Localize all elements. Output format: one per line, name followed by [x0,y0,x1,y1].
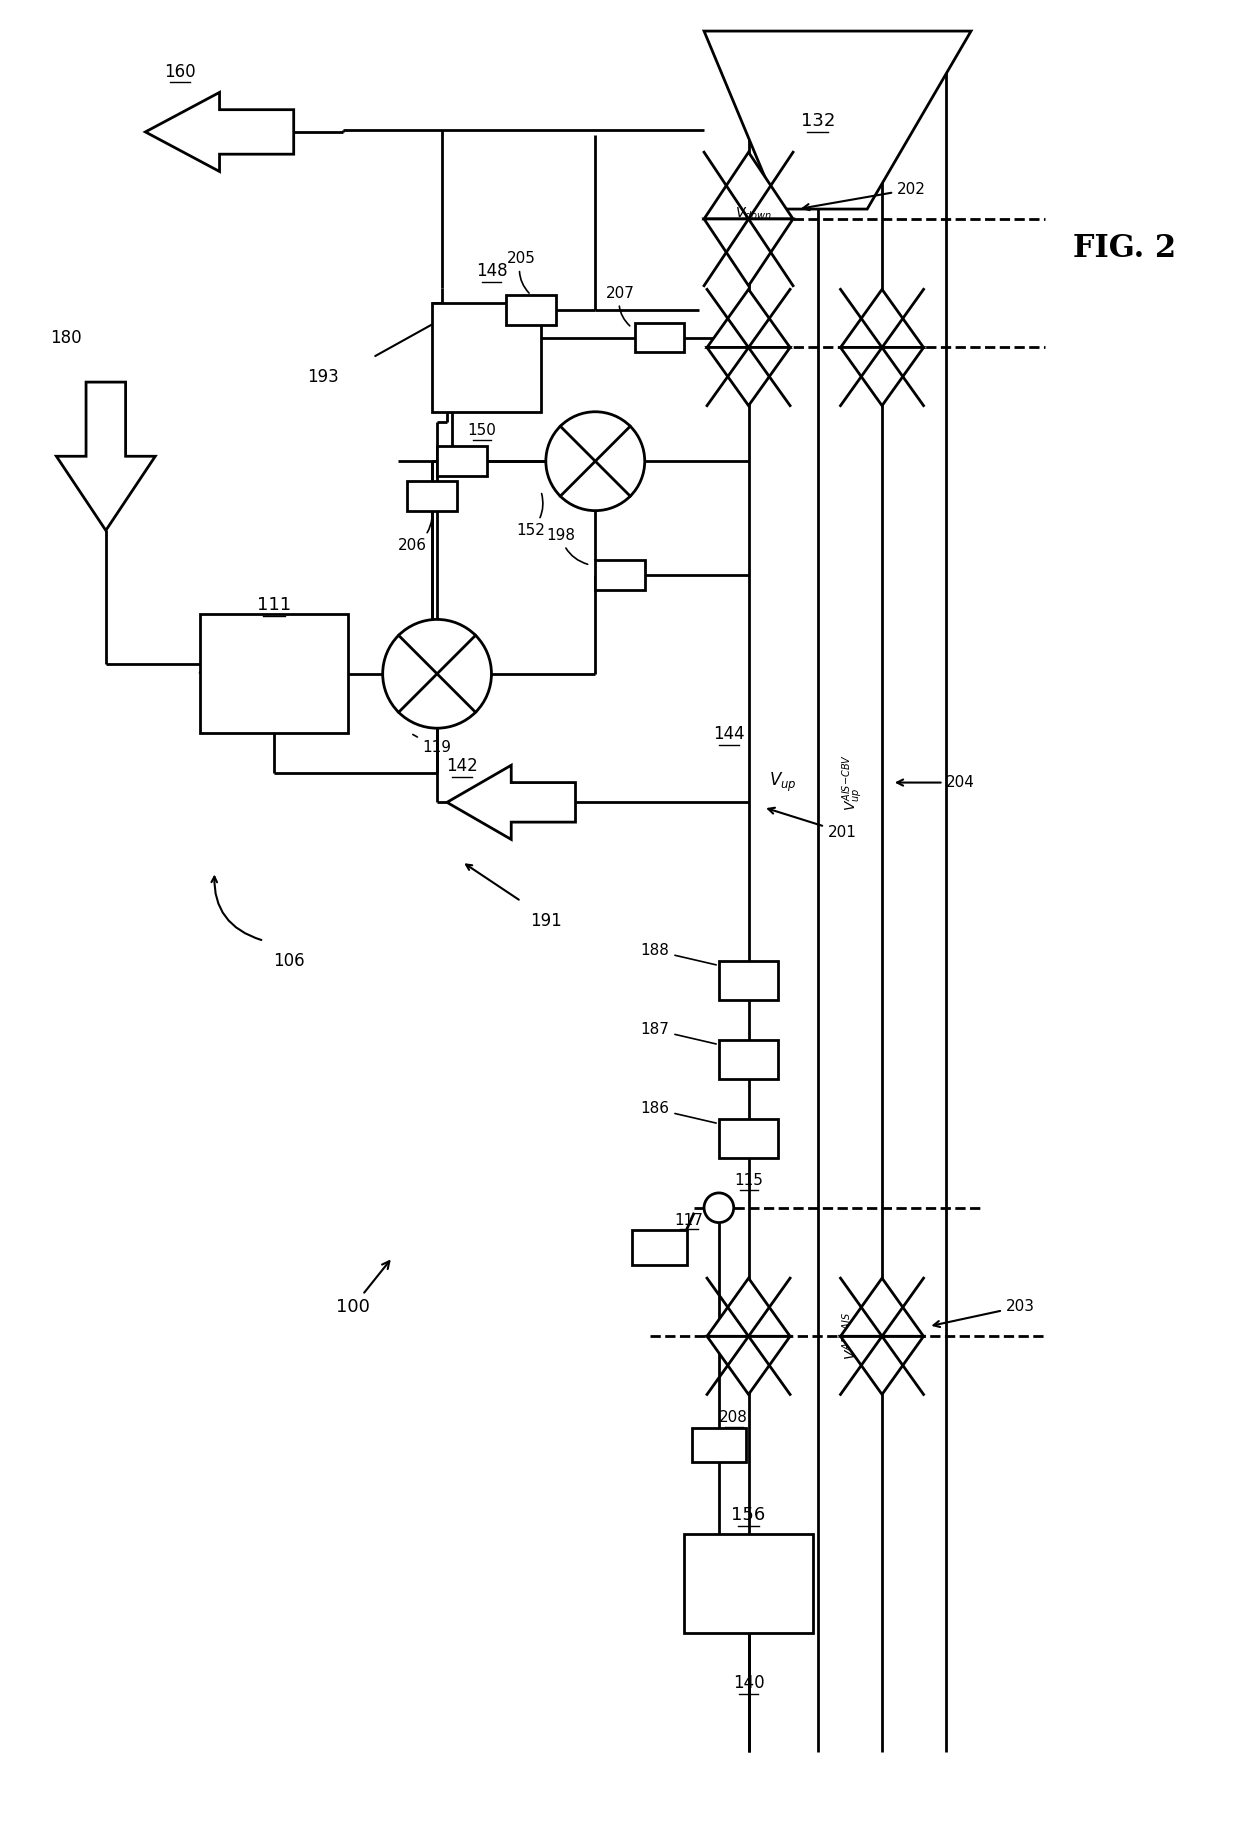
Polygon shape [704,31,971,210]
Polygon shape [704,219,794,285]
Text: 132: 132 [801,112,835,131]
Text: 204: 204 [897,775,975,790]
Bar [595,560,645,589]
Text: 119: 119 [413,735,451,755]
Polygon shape [707,1278,790,1337]
Text: 115: 115 [734,1173,763,1187]
Text: 111: 111 [257,596,291,615]
Polygon shape [707,1337,790,1394]
Bar [432,304,541,412]
Bar [684,1534,812,1633]
Bar [200,615,348,733]
Text: 148: 148 [476,261,507,280]
Text: $V_{down}$: $V_{down}$ [735,206,773,223]
Text: $V_{up}^{AIS\mathrm{-}CBV}$: $V_{up}^{AIS\mathrm{-}CBV}$ [841,755,864,812]
Text: 205: 205 [507,250,536,293]
Text: 156: 156 [732,1506,765,1524]
Text: 150: 150 [467,423,496,438]
Text: 188: 188 [641,943,717,965]
Polygon shape [841,1337,924,1394]
Text: 207: 207 [605,285,635,326]
Bar [692,1429,746,1462]
Text: 142: 142 [446,757,477,775]
Polygon shape [145,92,294,171]
Bar [506,295,556,324]
Text: FIG. 2: FIG. 2 [1073,234,1176,263]
Circle shape [383,619,491,729]
Bar [632,1230,687,1265]
Text: $V_{up}$: $V_{up}$ [769,771,797,793]
Bar [719,1040,779,1079]
Text: 106: 106 [273,952,305,970]
Polygon shape [841,1278,924,1337]
Bar [719,1119,779,1158]
Text: 140: 140 [733,1673,764,1692]
Polygon shape [704,153,794,219]
Text: 100: 100 [336,1261,389,1316]
Text: 144: 144 [713,725,744,744]
Polygon shape [841,348,924,405]
Text: 160: 160 [164,63,196,81]
Bar [436,446,486,477]
Text: 180: 180 [51,328,82,346]
Polygon shape [707,289,790,348]
Polygon shape [446,766,575,839]
Text: 201: 201 [769,808,857,839]
Text: 208: 208 [719,1410,748,1425]
Text: 187: 187 [641,1022,717,1044]
Circle shape [704,1193,734,1222]
Text: 202: 202 [804,182,926,210]
Text: 152: 152 [517,493,546,538]
Text: 193: 193 [308,368,340,387]
Text: 206: 206 [398,519,432,552]
Polygon shape [56,383,155,530]
Text: 191: 191 [529,911,562,930]
Text: $V_{up}^{AF\mathrm{-}AIS}$: $V_{up}^{AF\mathrm{-}AIS}$ [841,1313,864,1360]
Circle shape [546,412,645,510]
Bar [635,322,684,352]
Bar [408,481,456,510]
Text: 186: 186 [640,1101,717,1123]
Text: 117: 117 [675,1213,703,1228]
Text: 198: 198 [546,528,588,565]
Polygon shape [841,289,924,348]
Text: 203: 203 [934,1300,1034,1327]
Polygon shape [707,348,790,405]
Bar [719,961,779,1000]
